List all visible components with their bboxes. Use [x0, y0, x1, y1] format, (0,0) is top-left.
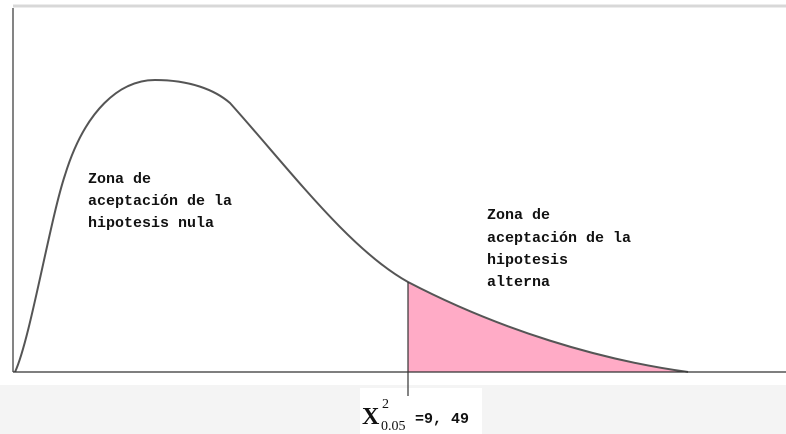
distribution-curve — [14, 78, 689, 373]
critical-subscript: 0.05 — [381, 419, 406, 434]
critical-superscript: 2 — [382, 397, 389, 412]
critical-symbol: X — [362, 404, 380, 430]
null-zone-label: Zona de — [88, 171, 151, 188]
null-zone-label: hipotesis nula — [88, 215, 214, 232]
alt-zone-label: Zona de — [487, 207, 550, 224]
alt-zone-label: hipotesis — [487, 252, 568, 269]
critical-value: =9, 49 — [415, 411, 469, 428]
label-box — [360, 388, 482, 434]
alt-zone-label: aceptación de la — [487, 230, 631, 247]
null-zone-label: aceptación de la — [88, 193, 232, 210]
rejection-area — [408, 282, 688, 372]
alt-zone-label: alterna — [487, 274, 550, 291]
